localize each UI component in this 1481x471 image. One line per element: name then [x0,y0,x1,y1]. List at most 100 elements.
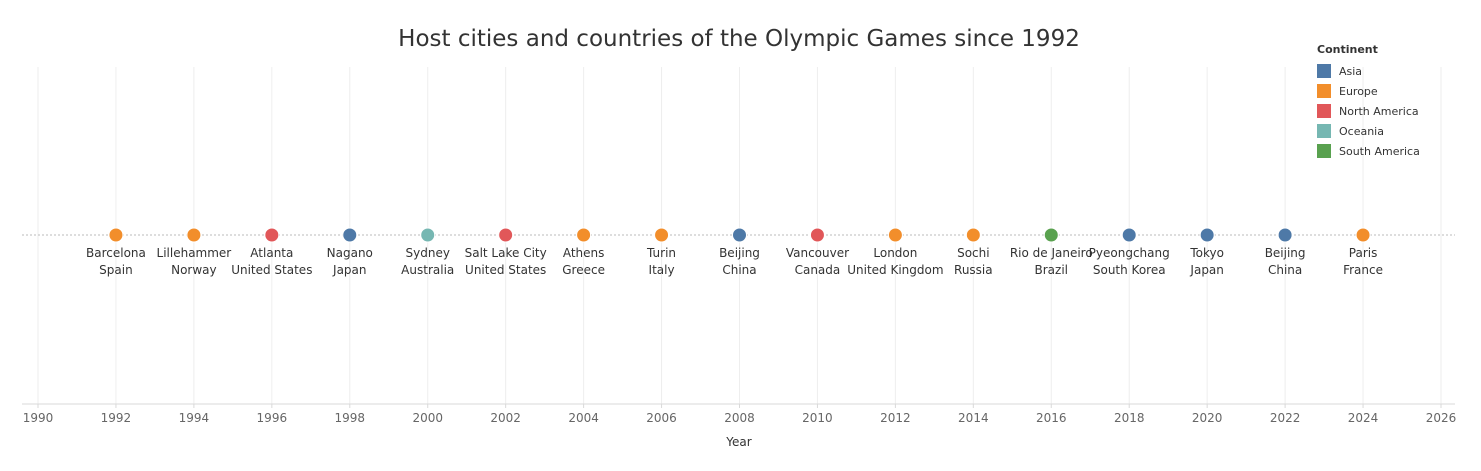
data-point-2024[interactable]: Paris France [1343,227,1383,277]
point-country-label: United States [231,263,312,277]
point-marker[interactable] [965,227,981,243]
data-point-1994[interactable]: Lillehammer Norway [157,227,232,277]
x-tick-label-1998: 1998 [335,411,366,425]
point-marker[interactable] [420,227,436,243]
point-city-label: Sochi [957,246,990,260]
point-marker[interactable] [654,227,670,243]
point-country-label: South Korea [1093,263,1166,277]
data-point-2008[interactable]: Beijing China [719,227,760,277]
point-country-label: Brazil [1035,263,1069,277]
x-axis-ticks: 1990 1992 1994 1996 1998 2000 2002 2004 2006 2008… [23,404,1457,425]
point-country-label: China [1268,263,1302,277]
legend-item[interactable]: Europe [1317,81,1420,101]
data-point-2012[interactable]: London United Kingdom [847,227,944,277]
point-marker[interactable] [498,227,514,243]
x-tick-label-2008: 2008 [724,411,755,425]
point-marker[interactable] [809,227,825,243]
x-tick-label-2016: 2016 [1036,411,1067,425]
point-marker[interactable] [732,227,747,243]
point-marker[interactable] [1277,227,1293,243]
x-tick-label-1994: 1994 [179,411,210,425]
legend-label: Asia [1339,64,1363,78]
point-marker[interactable] [1199,227,1215,243]
legend-item[interactable]: Oceania [1317,121,1420,141]
data-point-2010[interactable]: Vancouver Canada [786,227,849,277]
point-marker[interactable] [887,227,903,243]
data-point-2002[interactable]: Salt Lake City United States [465,227,547,277]
point-marker[interactable] [576,227,592,243]
point-marker[interactable] [1355,227,1371,243]
legend-label: North America [1339,104,1419,118]
point-marker[interactable] [186,227,202,243]
data-point-2020[interactable]: Tokyo Japan [1189,227,1224,277]
point-country-label: Japan [1189,263,1223,277]
point-country-label: Italy [649,263,675,277]
x-tick-label-2022: 2022 [1270,411,1301,425]
point-city-label: Lillehammer [157,246,232,260]
x-tick-label-2002: 2002 [490,411,521,425]
legend-item[interactable]: Asia [1317,61,1420,81]
point-city-label: Rio de Janeiro [1010,246,1093,260]
x-tick-label-2010: 2010 [802,411,833,425]
data-point-2004[interactable]: Athens Greece [562,227,605,277]
point-country-label: Greece [562,263,605,277]
x-tick-label-2004: 2004 [568,411,599,425]
x-tick-label-2024: 2024 [1348,411,1379,425]
data-point-2014[interactable]: Sochi Russia [954,227,993,277]
point-city-label: Pyeongchang [1089,246,1170,260]
x-tick-label-2026: 2026 [1426,411,1457,425]
legend-label: Oceania [1339,124,1384,138]
point-marker[interactable] [1121,227,1137,243]
chart-title: Host cities and countries of the Olympic… [398,26,1080,52]
data-point-2022[interactable]: Beijing China [1265,227,1306,277]
legend-item[interactable]: North America [1317,101,1420,121]
point-marker[interactable] [1043,227,1059,243]
data-point-2016[interactable]: Rio de Janeiro Brazil [1010,227,1093,277]
point-city-label: Beijing [1265,246,1306,260]
x-tick-label-2012: 2012 [880,411,911,425]
point-country-label: United Kingdom [847,263,943,277]
x-tick-label-1990: 1990 [23,411,54,425]
point-country-label: China [722,263,756,277]
point-city-label: London [873,246,917,260]
data-point-2006[interactable]: Turin Italy [646,227,676,277]
legend: Continent Asia Europe North America Oceania… [1317,43,1420,161]
point-city-label: Salt Lake City [465,246,547,260]
x-axis-label: Year [725,435,751,449]
point-marker[interactable] [264,227,280,243]
x-tick-label-2018: 2018 [1114,411,1145,425]
data-point-2000[interactable]: Sydney Australia [401,227,454,277]
point-marker[interactable] [342,227,358,243]
legend-items: Asia Europe North America Oceania South Amer… [1317,61,1420,161]
point-city-label: Tokyo [1189,246,1224,260]
point-city-label: Athens [563,246,605,260]
legend-swatch [1317,64,1331,78]
point-city-label: Atlanta [250,246,293,260]
data-point-1998[interactable]: Nagano Japan [327,227,373,277]
x-tick-label-2020: 2020 [1192,411,1223,425]
x-tick-label-1996: 1996 [257,411,288,425]
x-tick-label-1992: 1992 [101,411,132,425]
data-point-2018[interactable]: Pyeongchang South Korea [1089,227,1170,277]
legend-title: Continent [1317,43,1378,56]
point-city-label: Turin [646,246,676,260]
point-country-label: France [1343,263,1383,277]
point-city-label: Nagano [327,246,373,260]
x-tick-label-2014: 2014 [958,411,989,425]
point-country-label: Russia [954,263,993,277]
legend-swatch [1317,144,1331,158]
point-marker[interactable] [108,227,124,243]
data-point-1996[interactable]: Atlanta United States [231,227,312,277]
legend-swatch [1317,104,1331,118]
data-point-1992[interactable]: Barcelona Spain [86,227,146,277]
point-country-label: Australia [401,263,454,277]
legend-label: Europe [1339,84,1378,98]
point-country-label: Canada [795,263,841,277]
data-points: Barcelona Spain Lillehammer Norway Atlanta Un… [86,227,1383,277]
point-city-label: Sydney [406,246,450,260]
legend-swatch [1317,84,1331,98]
point-city-label: Paris [1349,246,1378,260]
legend-label: South America [1339,144,1420,158]
legend-item[interactable]: South America [1317,141,1420,161]
